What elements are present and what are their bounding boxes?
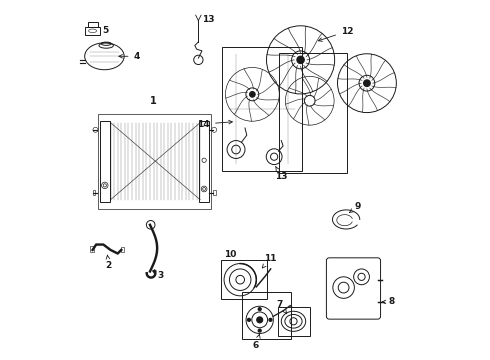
Text: 12: 12 [318, 27, 353, 41]
Bar [199, 121, 209, 202]
Circle shape [258, 329, 261, 332]
Text: 8: 8 [382, 297, 395, 306]
Circle shape [258, 308, 261, 311]
Text: 9: 9 [349, 202, 361, 212]
Bar [243, 292, 291, 338]
Text: 5: 5 [102, 26, 108, 35]
Bar [90, 246, 94, 252]
Text: 4: 4 [119, 52, 140, 61]
Circle shape [297, 56, 304, 63]
Bar [278, 307, 310, 336]
Bar [98, 114, 211, 209]
Circle shape [269, 319, 272, 321]
Circle shape [247, 319, 250, 321]
Bar [88, 22, 98, 27]
Circle shape [364, 80, 370, 86]
Bar [121, 247, 124, 252]
Text: 2: 2 [106, 255, 112, 270]
Bar [93, 190, 96, 195]
Text: 6: 6 [253, 334, 260, 350]
Bar [100, 121, 110, 202]
Text: 11: 11 [262, 254, 277, 268]
Text: 10: 10 [224, 250, 237, 259]
Bar [85, 27, 100, 35]
Text: 7: 7 [277, 300, 287, 314]
Text: 13: 13 [202, 15, 215, 24]
Circle shape [249, 91, 255, 97]
Bar [213, 190, 216, 195]
Text: 14: 14 [197, 120, 232, 129]
Bar [221, 47, 302, 171]
Text: 13: 13 [275, 167, 288, 181]
Text: 3: 3 [152, 270, 163, 279]
Bar [279, 53, 347, 173]
Text: 1: 1 [150, 96, 157, 107]
Bar [220, 260, 267, 299]
Circle shape [257, 317, 263, 323]
